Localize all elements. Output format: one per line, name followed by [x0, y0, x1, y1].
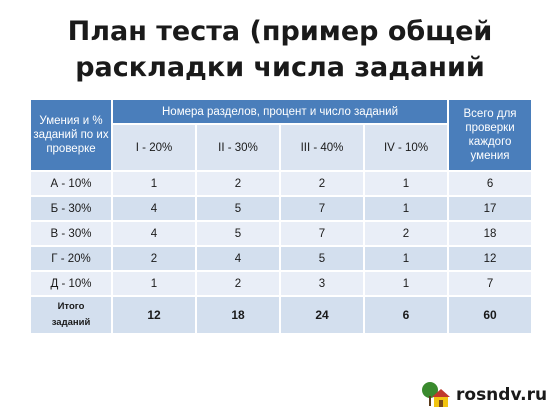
section-header-3: III - 40%: [279, 123, 365, 172]
table-cell: 5: [195, 220, 281, 247]
table-cell: 2: [195, 270, 281, 297]
row-total-cell: 17: [447, 195, 534, 222]
header-sections: Номера разделов, процент и число заданий: [110, 98, 450, 125]
watermark: rosndv.ru: [420, 380, 547, 410]
row-label: Д - 10%: [29, 270, 113, 297]
table-cell: 7: [279, 220, 365, 247]
test-plan-table: Умения и % заданий по их проверке Номера…: [29, 98, 534, 335]
table-row: Д - 10% 1 2 3 1 7: [29, 270, 534, 297]
slide-title-line-1: План теста (пример общей: [67, 16, 493, 47]
table-row: Г - 20% 2 4 5 1 12: [29, 245, 534, 272]
row-total-cell: 12: [447, 245, 534, 272]
table-cell: 4: [111, 195, 197, 222]
table-cell: 2: [279, 170, 365, 197]
table-row: А - 10% 1 2 2 1 6: [29, 170, 534, 197]
watermark-text: rosndv.ru: [456, 385, 548, 405]
header-skills: Умения и % заданий по их проверке: [29, 98, 113, 172]
table-cell: 2: [362, 220, 450, 247]
table-subheader-row: I - 20% II - 30% III - 40% IV - 10%: [30, 123, 532, 172]
table-cell: 2: [111, 245, 197, 272]
table-cell: 4: [111, 220, 197, 247]
row-label: А - 10%: [29, 170, 113, 197]
table-cell: 1: [362, 270, 450, 297]
totals-cell: 6: [362, 295, 450, 335]
table-cell: 1: [111, 170, 197, 197]
totals-label-line-1: Итого: [57, 301, 85, 312]
totals-cell: 12: [111, 295, 197, 335]
house-tree-logo-icon: [422, 382, 450, 407]
table-row: В - 30% 4 5 7 2 18: [29, 220, 534, 247]
table-cell: 5: [195, 195, 281, 222]
section-header-4: IV - 10%: [362, 123, 450, 172]
totals-label-line-2: заданий: [51, 317, 91, 328]
section-header-2: II - 30%: [195, 123, 281, 172]
row-label: Г - 20%: [29, 245, 113, 272]
table-header-row: Умения и % заданий по их проверке Номера…: [29, 98, 534, 172]
table-cell: 7: [279, 195, 365, 222]
grand-total-cell: 60: [447, 295, 534, 335]
table-totals-row: Итого заданий 12 18 24 6 60: [29, 295, 534, 335]
totals-cell: 24: [279, 295, 365, 335]
row-label: В - 30%: [29, 220, 113, 247]
slide-title: План теста (пример общей раскладки числа…: [0, 14, 560, 86]
row-label: Б - 30%: [29, 195, 113, 222]
header-total: Всего для проверки каждого умения: [447, 98, 534, 172]
table-cell: 1: [362, 195, 450, 222]
totals-cell: 18: [195, 295, 281, 335]
table-cell: 1: [362, 245, 450, 272]
table-cell: 2: [195, 170, 281, 197]
section-header-1: I - 20%: [111, 123, 197, 172]
row-total-cell: 6: [447, 170, 534, 197]
row-total-cell: 7: [447, 270, 534, 297]
table-cell: 1: [362, 170, 450, 197]
table-row: Б - 30% 4 5 7 1 17: [29, 195, 534, 222]
table-cell: 3: [279, 270, 365, 297]
table-cell: 1: [111, 270, 197, 297]
slide-title-line-2: раскладки числа заданий: [75, 52, 485, 83]
table-cell: 5: [279, 245, 365, 272]
table-cell: 4: [195, 245, 281, 272]
totals-label: Итого заданий: [29, 295, 113, 335]
row-total-cell: 18: [447, 220, 534, 247]
